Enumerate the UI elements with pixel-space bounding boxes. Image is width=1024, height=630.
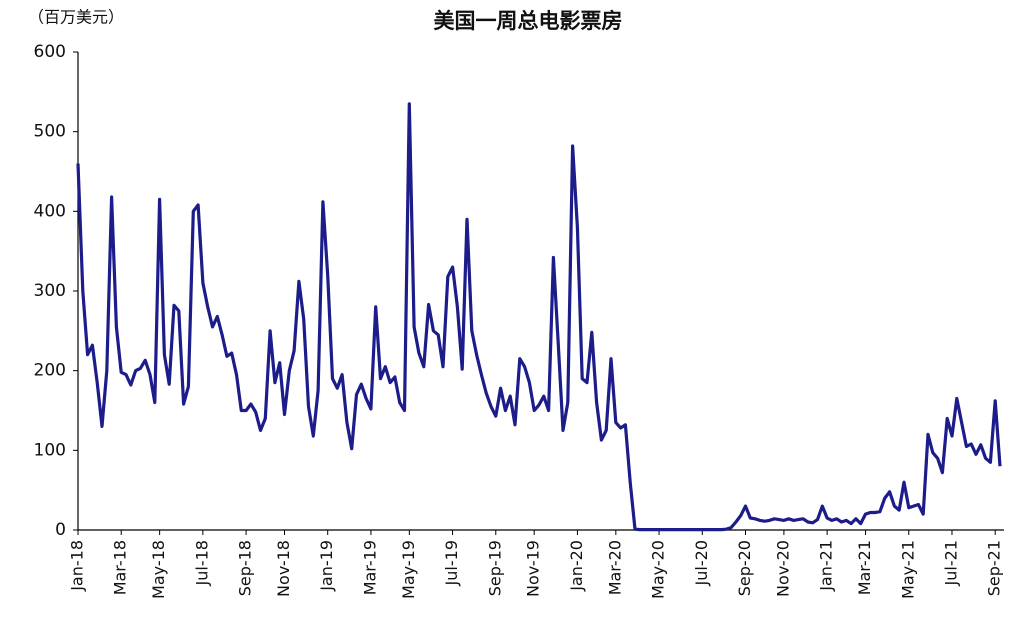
x-tick-label: Mar-21 xyxy=(855,540,874,595)
x-tick-label: Jan-19 xyxy=(317,540,336,592)
x-tick-label: May-18 xyxy=(149,540,168,599)
y-tick-label: 400 xyxy=(34,201,66,221)
x-tick-label: Nov-18 xyxy=(274,540,293,597)
y-tick-label: 100 xyxy=(34,440,66,460)
x-tick-label: Nov-20 xyxy=(773,540,792,597)
x-tick-label: Jul-21 xyxy=(941,540,960,586)
x-tick-label: Sep-20 xyxy=(735,540,754,596)
x-tick-label: May-21 xyxy=(898,540,917,599)
x-tick-label: Mar-19 xyxy=(360,540,379,595)
x-tick-label: Mar-18 xyxy=(111,540,130,595)
line xyxy=(76,102,1002,532)
chart-title: 美国一周总电影票房 xyxy=(434,9,623,33)
x-tick-label: Sep-21 xyxy=(985,540,1004,596)
y-tick-label: 500 xyxy=(34,122,66,142)
x-tick-label: Jul-20 xyxy=(692,540,711,586)
x-tick-label: Jul-19 xyxy=(442,540,461,586)
y-tick-label: 0 xyxy=(55,520,66,540)
y-tick-label: 200 xyxy=(34,361,66,381)
y-axis-label: （百万美元） xyxy=(28,8,124,27)
x-tick-label: May-19 xyxy=(399,540,418,599)
x-tick-label: Jul-18 xyxy=(192,540,211,586)
x-tick-label: May-20 xyxy=(649,540,668,599)
y-tick-label: 300 xyxy=(34,281,66,301)
x-tick-label: Jan-20 xyxy=(567,540,586,592)
y-tick-label: 600 xyxy=(34,42,66,62)
x-tick-label: Mar-20 xyxy=(605,540,624,595)
x-tick-label: Sep-18 xyxy=(236,540,255,596)
x-tick-label: Jan-18 xyxy=(68,540,87,592)
x-tick-label: Nov-19 xyxy=(524,540,543,597)
x-tick-label: Sep-19 xyxy=(485,540,504,596)
x-tick-label: Jan-21 xyxy=(817,540,836,592)
